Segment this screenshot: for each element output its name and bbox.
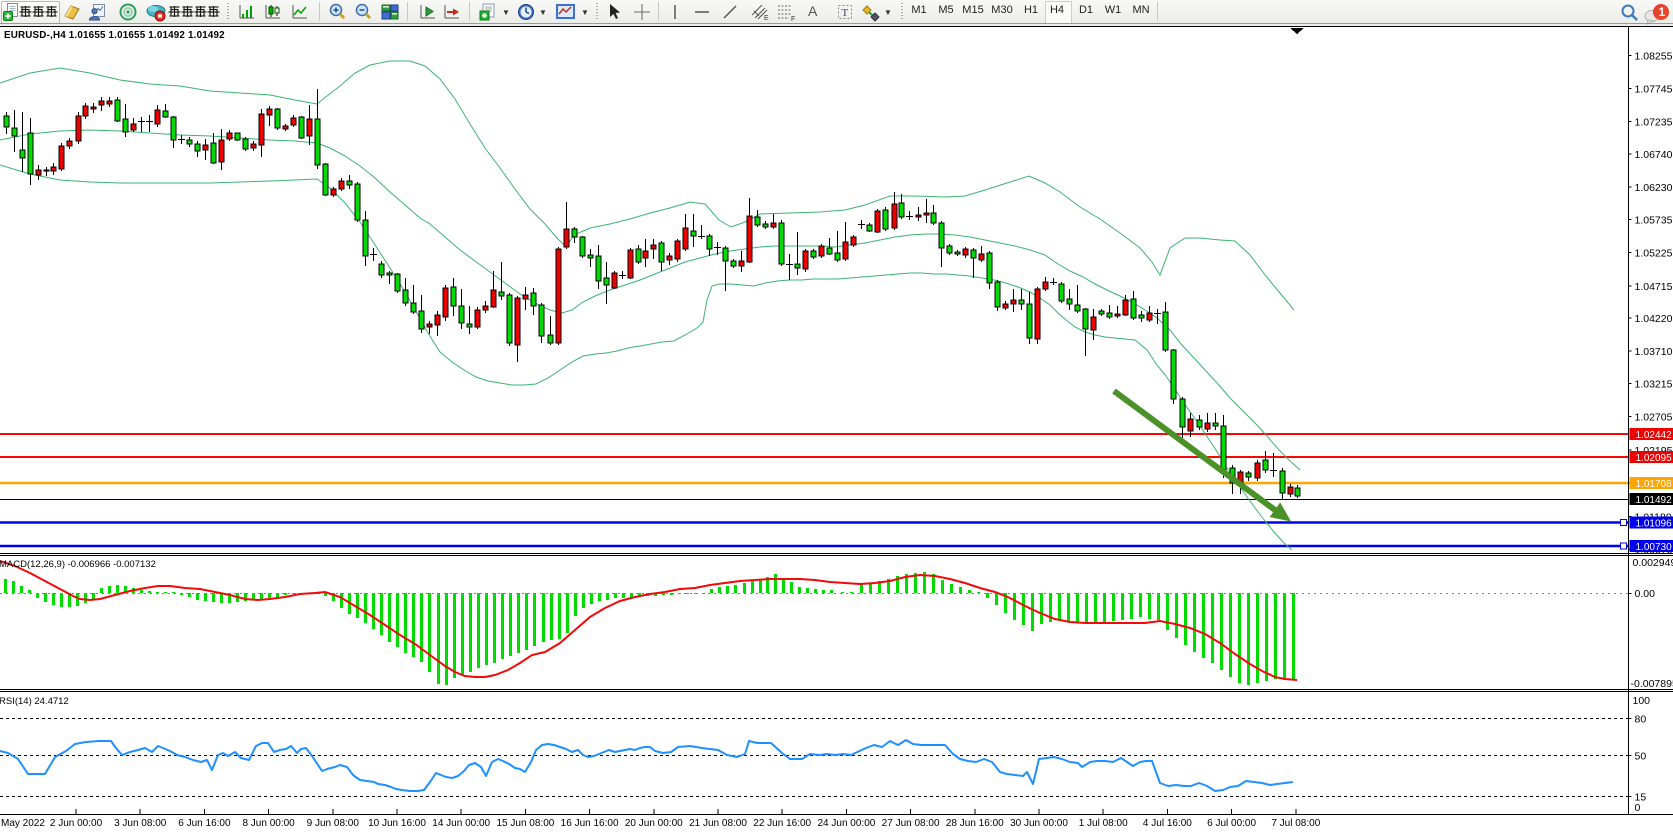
svg-text:1.05225: 1.05225 xyxy=(1635,248,1673,260)
svg-text:28 Jun 16:00: 28 Jun 16:00 xyxy=(946,818,1004,829)
svg-text:21 Jun 08:00: 21 Jun 08:00 xyxy=(689,818,747,829)
svg-text:1.08255: 1.08255 xyxy=(1635,50,1673,62)
svg-text:1.01492: 1.01492 xyxy=(1636,495,1673,506)
svg-text:1.02442: 1.02442 xyxy=(1636,430,1673,441)
svg-text:T: T xyxy=(842,7,849,19)
svg-text:1: 1 xyxy=(1659,5,1666,19)
svg-text:1.01096: 1.01096 xyxy=(1636,519,1673,530)
svg-text:80: 80 xyxy=(1635,714,1647,726)
svg-text:27 Jun 08:00: 27 Jun 08:00 xyxy=(882,818,940,829)
svg-text:1.05735: 1.05735 xyxy=(1635,214,1673,226)
svg-text:RSI(14) 24.4712: RSI(14) 24.4712 xyxy=(0,696,69,707)
svg-text:1.07235: 1.07235 xyxy=(1635,117,1673,129)
svg-text:20 Jun 00:00: 20 Jun 00:00 xyxy=(625,818,683,829)
svg-text:9 Jun 08:00: 9 Jun 08:00 xyxy=(307,818,360,829)
svg-text:30 Jun 00:00: 30 Jun 00:00 xyxy=(1010,818,1068,829)
svg-text:6 Jul 00:00: 6 Jul 00:00 xyxy=(1207,818,1256,829)
svg-text:EURUSD-,H4 1.01655 1.01655 1.: EURUSD-,H4 1.01655 1.01655 1.01492 1.014… xyxy=(4,30,225,41)
svg-text:-0.007895: -0.007895 xyxy=(1631,678,1673,690)
svg-text:7 Jul 08:00: 7 Jul 08:00 xyxy=(1271,818,1320,829)
svg-text:1.04220: 1.04220 xyxy=(1635,313,1673,325)
svg-text:6 Jun 16:00: 6 Jun 16:00 xyxy=(178,818,231,829)
svg-text:3 Jun 08:00: 3 Jun 08:00 xyxy=(114,818,167,829)
svg-text:100: 100 xyxy=(1633,695,1651,707)
svg-text:1.06740: 1.06740 xyxy=(1635,149,1673,161)
svg-text:0.002949: 0.002949 xyxy=(1633,557,1673,569)
svg-text:24 Jun 00:00: 24 Jun 00:00 xyxy=(817,818,875,829)
svg-text:8 Jun 00:00: 8 Jun 00:00 xyxy=(242,818,295,829)
svg-text:1.02095: 1.02095 xyxy=(1636,453,1673,464)
svg-text:0: 0 xyxy=(1635,802,1641,814)
svg-text:16 Jun 16:00: 16 Jun 16:00 xyxy=(561,818,619,829)
svg-text:1.02705: 1.02705 xyxy=(1635,412,1673,424)
svg-text:1.06230: 1.06230 xyxy=(1635,182,1673,194)
svg-text:1.04715: 1.04715 xyxy=(1635,281,1673,293)
svg-text:1.00730: 1.00730 xyxy=(1636,542,1673,553)
svg-text:22 Jun 16:00: 22 Jun 16:00 xyxy=(753,818,811,829)
svg-text:4 Jul 16:00: 4 Jul 16:00 xyxy=(1143,818,1192,829)
svg-text:1 Jul 08:00: 1 Jul 08:00 xyxy=(1079,818,1128,829)
svg-text:2 Jun 00:00: 2 Jun 00:00 xyxy=(50,818,103,829)
svg-text:10 Jun 16:00: 10 Jun 16:00 xyxy=(368,818,426,829)
svg-text:E: E xyxy=(764,15,769,22)
svg-text:15 Jun 08:00: 15 Jun 08:00 xyxy=(496,818,554,829)
svg-text:0.00: 0.00 xyxy=(1635,588,1656,600)
svg-text:F: F xyxy=(791,16,795,22)
svg-text:1.03710: 1.03710 xyxy=(1635,346,1673,358)
svg-text:14 Jun 00:00: 14 Jun 00:00 xyxy=(432,818,490,829)
svg-text:MACD(12,26,9) -0.006966 -0.007: MACD(12,26,9) -0.006966 -0.007132 xyxy=(0,559,156,570)
svg-text:50: 50 xyxy=(1635,751,1647,763)
svg-text:May 2022: May 2022 xyxy=(1,818,45,829)
svg-text:1.01708: 1.01708 xyxy=(1636,479,1673,490)
svg-text:1.03215: 1.03215 xyxy=(1635,379,1673,391)
svg-text:1.07745: 1.07745 xyxy=(1635,84,1673,96)
